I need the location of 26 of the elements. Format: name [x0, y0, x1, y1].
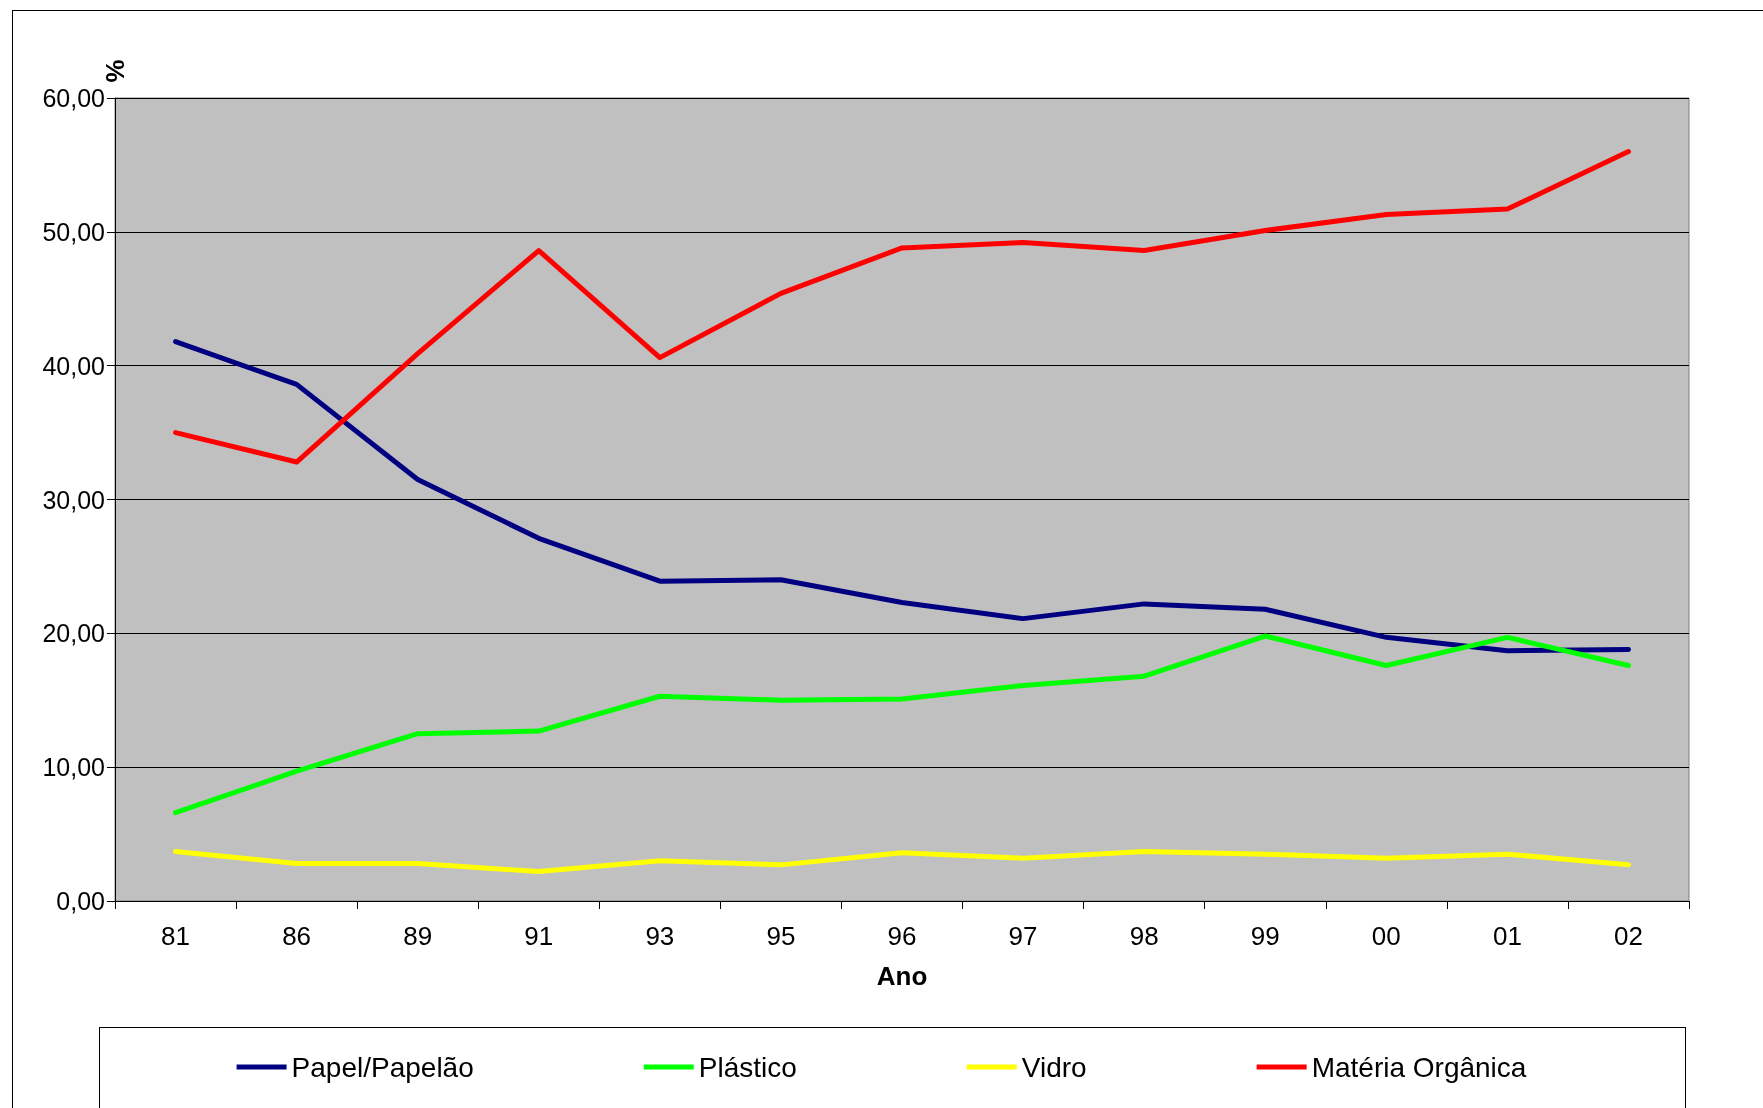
x-tick-label: 00 — [1371, 921, 1401, 951]
x-tick-label: 93 — [645, 921, 675, 951]
legend-label: Plástico — [698, 1051, 797, 1083]
legend-label: Papel/Papelão — [291, 1051, 474, 1083]
x-tick-label: 89 — [403, 921, 433, 951]
x-tick-label: 86 — [282, 921, 312, 951]
y-axis-title: % — [100, 59, 130, 83]
x-tick-label: 81 — [161, 921, 190, 951]
x-tick-label: 95 — [766, 921, 796, 951]
y-tick-label: 40,00 — [42, 351, 105, 380]
x-tick-label: 97 — [1008, 921, 1038, 951]
x-tick-label: 99 — [1250, 921, 1280, 951]
y-tick-label: 30,00 — [42, 485, 105, 514]
legend-label: Matéria Orgânica — [1311, 1051, 1527, 1083]
legend-label: Vidro — [1021, 1051, 1087, 1083]
y-tick-label: 0,00 — [56, 887, 105, 915]
x-tick-label: 02 — [1614, 921, 1643, 951]
y-tick-label: 50,00 — [42, 217, 105, 246]
x-tick-label: 91 — [524, 921, 554, 951]
x-tick-label: 01 — [1492, 921, 1522, 951]
y-tick-label: 60,00 — [42, 84, 105, 112]
y-tick-label: 10,00 — [42, 753, 105, 782]
x-tick-label: 96 — [887, 921, 917, 951]
x-tick-label: 98 — [1129, 921, 1159, 951]
x-axis-title: Ano — [876, 961, 928, 991]
y-tick-label: 20,00 — [42, 619, 105, 648]
